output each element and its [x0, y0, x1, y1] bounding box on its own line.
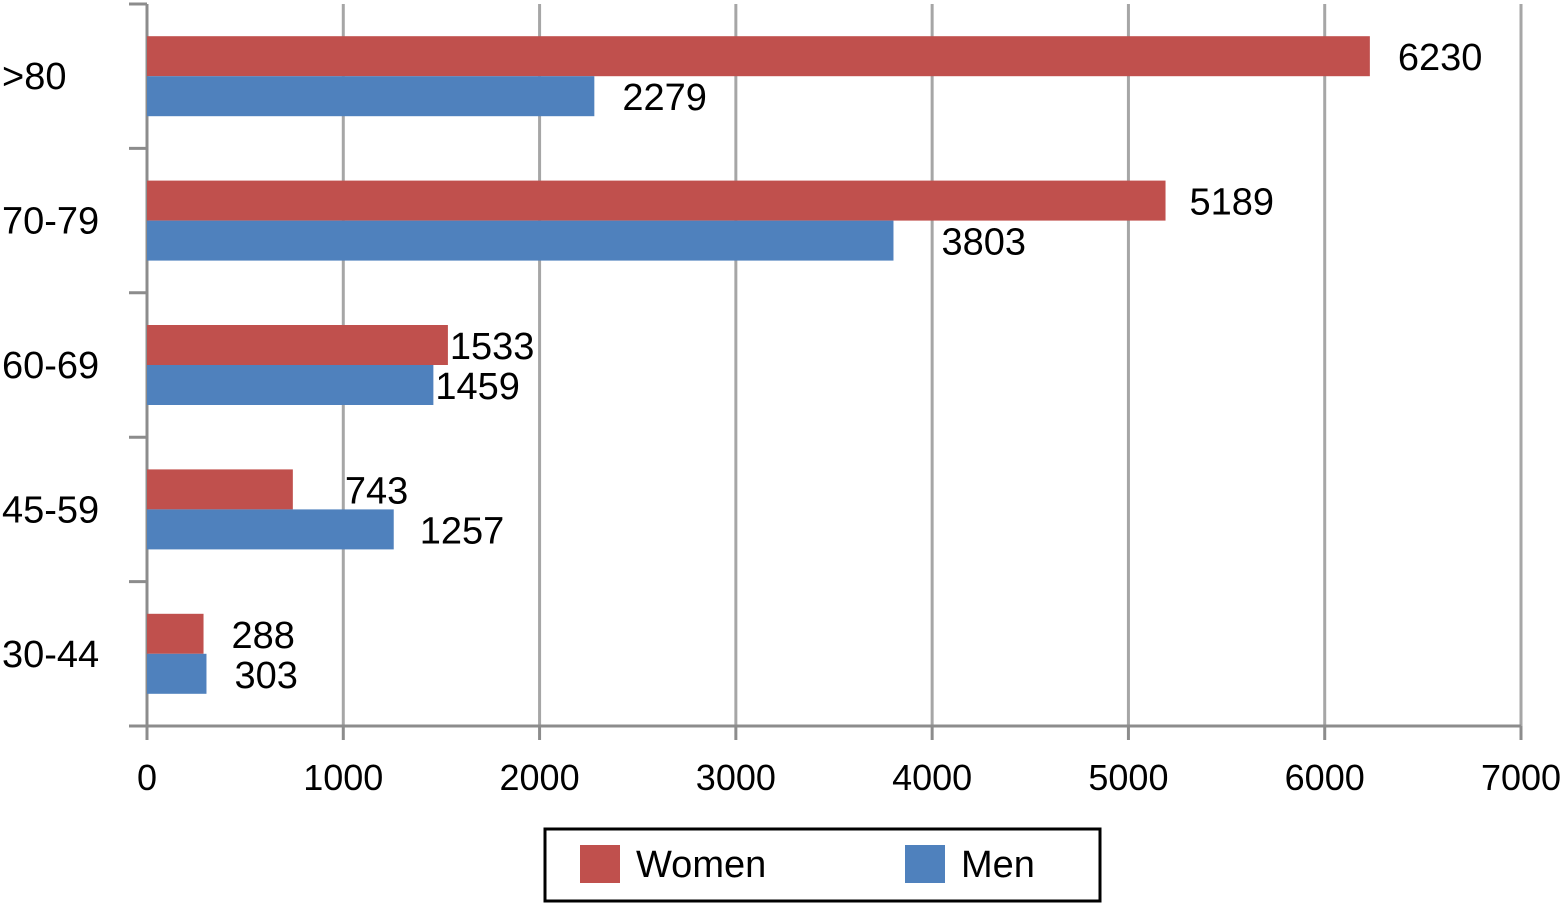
- legend: Women Men: [543, 827, 1102, 903]
- legend-swatch-women: [580, 845, 620, 883]
- bar-men-3044: [147, 653, 207, 694]
- bar-women-3044: [147, 613, 204, 654]
- x-tick-label-3000: 3000: [696, 757, 776, 798]
- x-tick-label-5000: 5000: [1088, 757, 1168, 798]
- legend-swatch-men: [905, 845, 945, 883]
- legend-label-men: Men: [961, 844, 1035, 886]
- bar-women-7079: [147, 180, 1166, 221]
- bar-men-4559: [147, 509, 394, 550]
- data-label-men-4559: 1257: [420, 510, 505, 552]
- data-label-women-3044: 288: [232, 615, 295, 657]
- bars: [147, 36, 1370, 694]
- bar-men-7079: [147, 220, 894, 261]
- category-label-80: >80: [2, 56, 66, 98]
- data-label-women-6069: 1533: [450, 326, 535, 368]
- bar-women-6069: [147, 325, 448, 365]
- bar-men-80: [147, 76, 595, 117]
- data-label-women-7079: 5189: [1190, 182, 1275, 224]
- x-axis-tick-labels: 0 1000 2000 3000 4000 5000 6000 7000: [137, 757, 1561, 798]
- bar-women-4559: [147, 469, 293, 510]
- legend-label-women: Women: [636, 844, 766, 886]
- data-label-women-80: 6230: [1398, 37, 1483, 79]
- category-labels: >80 70-79 60-69 45-59 30-44: [2, 56, 99, 676]
- data-label-men-80: 2279: [622, 77, 707, 119]
- bar-women-80: [147, 36, 1370, 77]
- x-tick-label-0: 0: [137, 757, 157, 798]
- gridlines: [341, 4, 1523, 726]
- category-label-7079: 70-79: [2, 201, 99, 243]
- data-label-men-3044: 303: [234, 655, 297, 697]
- bar-men-6069: [147, 365, 434, 405]
- data-label-men-6069: 1459: [435, 366, 520, 408]
- legend-frame: [543, 827, 1102, 903]
- category-label-3044: 30-44: [2, 634, 99, 676]
- data-label-men-7079: 3803: [941, 222, 1026, 264]
- x-tick-label-7000: 7000: [1481, 757, 1561, 798]
- x-tick-label-2000: 2000: [500, 757, 580, 798]
- x-tick-label-1000: 1000: [303, 757, 383, 798]
- x-tick-label-6000: 6000: [1285, 757, 1365, 798]
- category-label-4559: 45-59: [2, 489, 99, 531]
- data-label-women-4559: 743: [345, 470, 408, 512]
- x-tick-label-4000: 4000: [892, 757, 972, 798]
- category-label-6069: 60-69: [2, 345, 99, 387]
